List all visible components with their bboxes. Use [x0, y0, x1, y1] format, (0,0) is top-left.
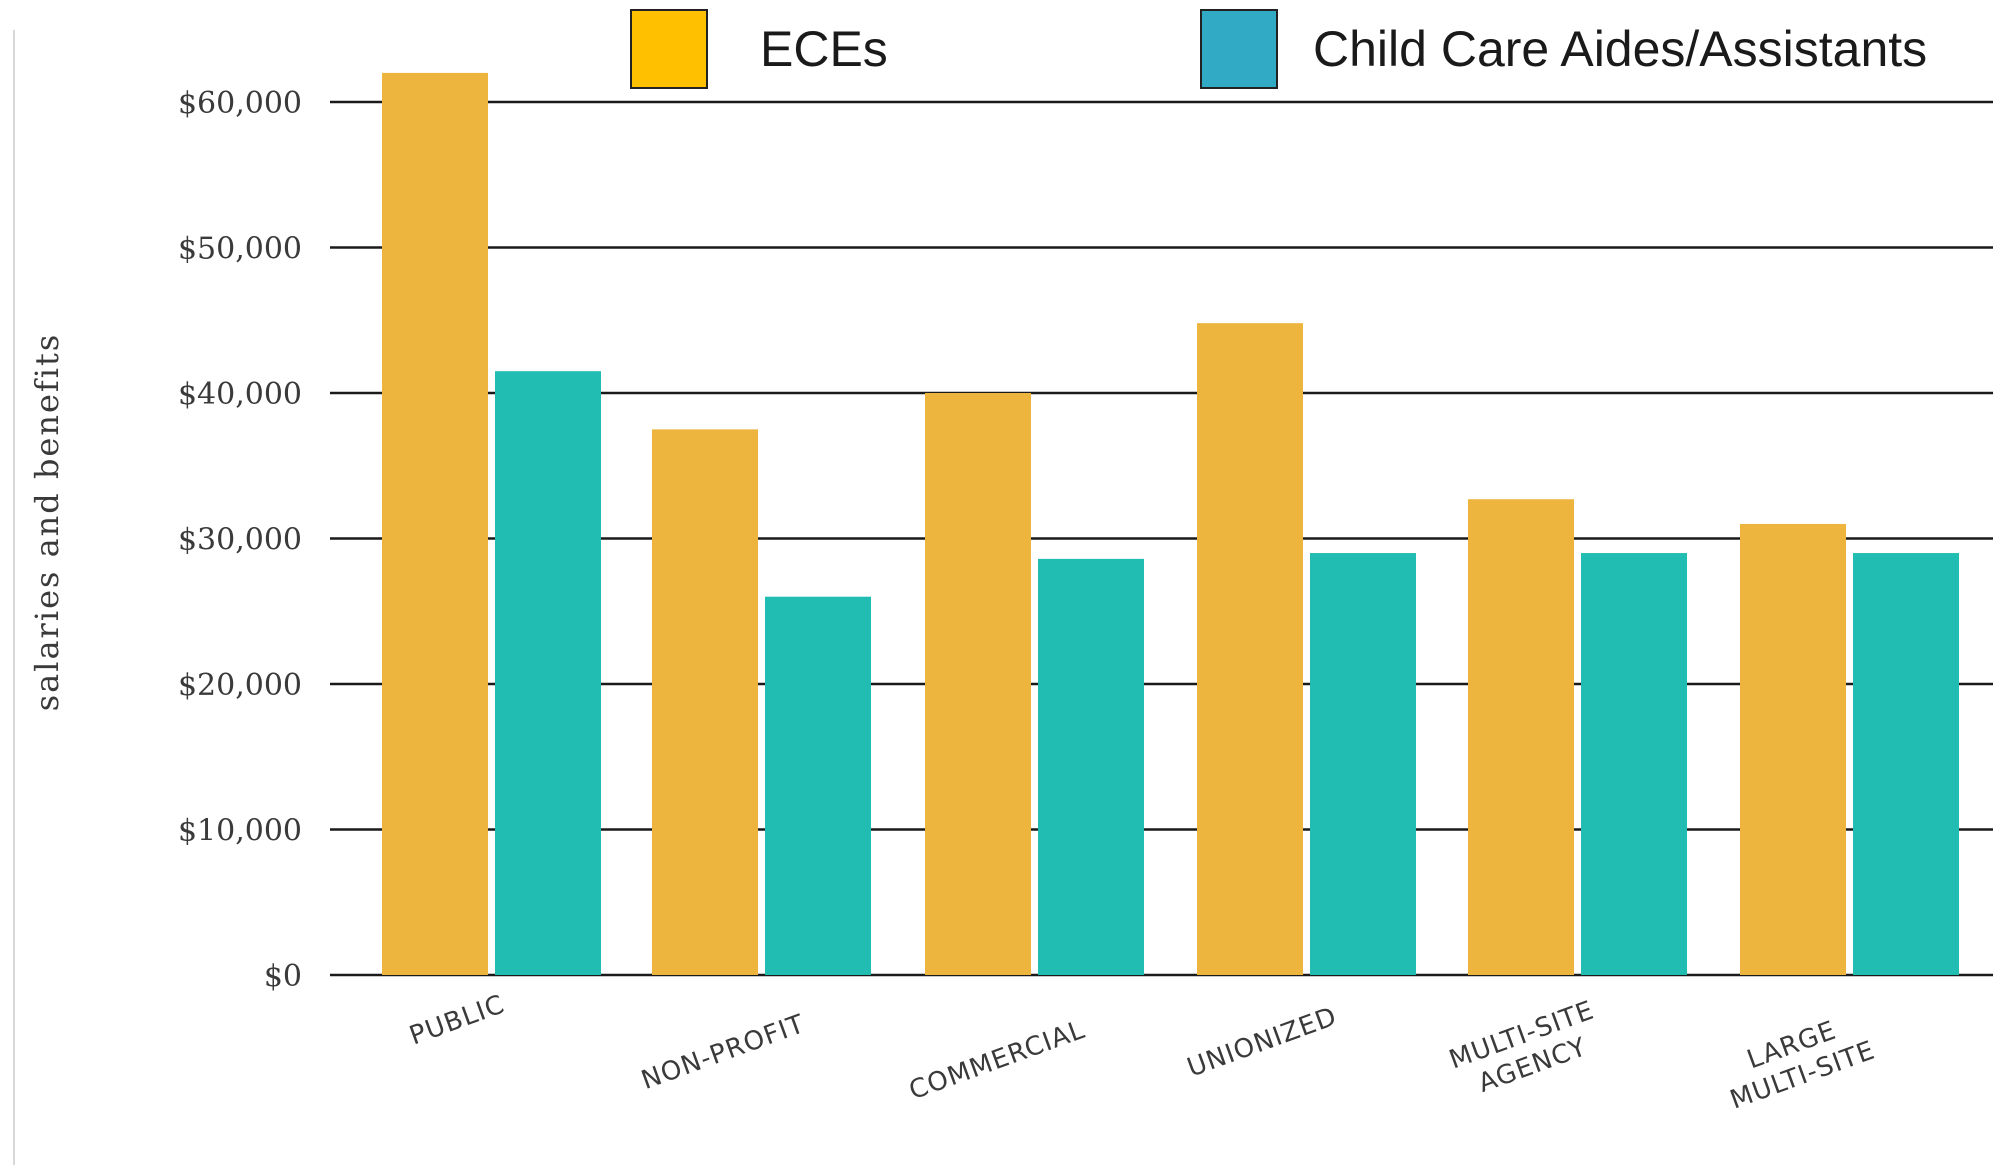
y-tick-label: $30,000 — [178, 523, 302, 558]
bar-eces-unionized — [1197, 323, 1303, 975]
bar-aides-commercial — [1038, 558, 1144, 975]
y-tick-label: $40,000 — [178, 377, 302, 412]
y-tick-label: $0 — [264, 959, 302, 994]
bar-eces-commercial — [925, 393, 1031, 975]
bar-eces-public — [382, 72, 488, 975]
legend-label-child-care-aides: Child Care Aides/Assistants — [1313, 21, 1927, 77]
y-tick-label: $60,000 — [178, 86, 302, 121]
bars — [382, 72, 1959, 975]
gridlines — [330, 100, 1993, 977]
y-axis-label: salaries and benefits — [28, 333, 66, 712]
bar-aides-public — [495, 371, 601, 975]
bar-eces-non-profit — [652, 429, 758, 975]
legend-swatch-eces — [630, 9, 708, 89]
bar-eces-large-multi-site — [1740, 523, 1846, 975]
bar-aides-unionized — [1310, 553, 1416, 975]
legend-swatch-child-care-aides — [1200, 9, 1278, 89]
bar-aides-non-profit — [765, 596, 871, 975]
bar-aides-multi-site-agency — [1581, 553, 1687, 975]
legend: ECEs Child Care Aides/Assistants — [630, 9, 1927, 89]
legend-item-eces: ECEs — [630, 9, 888, 89]
bar-aides-large-multi-site — [1853, 553, 1959, 975]
y-tick-label: $20,000 — [178, 668, 302, 703]
legend-label-eces: ECEs — [760, 21, 888, 77]
bar-eces-multi-site-agency — [1468, 499, 1574, 975]
y-tick-label: $50,000 — [178, 232, 302, 267]
y-tick-label: $10,000 — [178, 814, 302, 849]
y-axis-ticks: $0 $10,000 $20,000 $30,000 $40,000 $50,000 $60… — [178, 86, 302, 994]
legend-item-child-care-aides: Child Care Aides/Assistants — [1200, 9, 1927, 89]
